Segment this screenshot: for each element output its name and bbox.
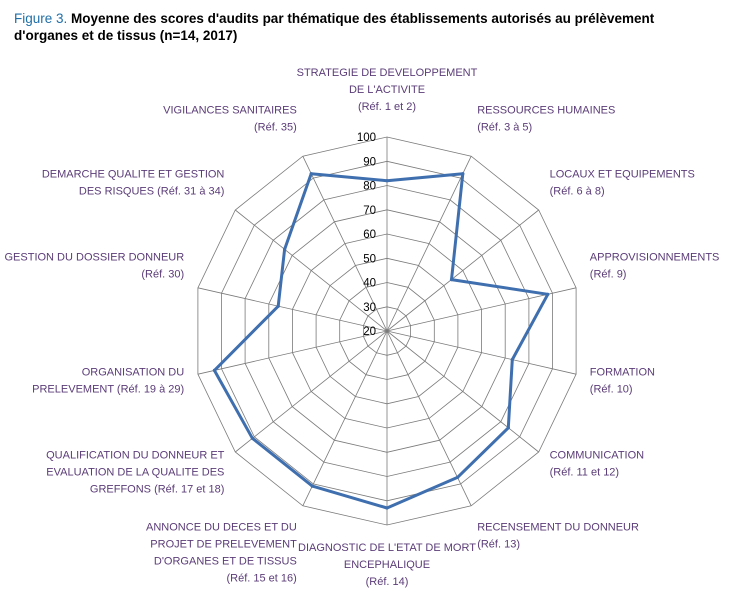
axis-label-0-line-0: STRATEGIE DE DEVELOPPEMENT: [297, 67, 478, 79]
axis-label-9-line-2: GREFFONS (Réf. 17 et 18): [90, 484, 224, 496]
data-point-8: [310, 484, 314, 488]
axis-label-6-line-0: RECENSEMENT DU DONNEUR: [477, 521, 639, 533]
spoke-10: [197, 330, 388, 375]
axis-label-2-line-0: LOCAUX ET EQUIPEMENTS: [550, 168, 695, 180]
data-point-1: [461, 172, 465, 176]
axis-label-11-line-1: (Réf. 30): [141, 269, 184, 281]
axis-label-8-line-0: ANNONCE DU DECES ET DU: [146, 521, 297, 533]
spoke-6: [386, 330, 472, 506]
series-line-0: [212, 172, 550, 510]
data-point-13: [309, 172, 313, 176]
axis-label-0-line-2: (Réf. 1 et 2): [358, 101, 416, 113]
data-point-5: [506, 426, 510, 430]
axis-label-5-line-1: (Réf. 11 et 12): [550, 467, 620, 479]
axis-label-3: APPROVISIONNEMENTS (Réf. 9): [590, 252, 720, 281]
axis-label-10-line-1: PRELEVEMENT (Réf. 19 à 29): [32, 383, 184, 395]
figure-label: Figure 3.: [14, 11, 68, 26]
axis-label-7: DIAGNOSTIC DE L'ETAT DE MORT ENCEPHALIQUE…: [298, 542, 476, 588]
axis-label-7-line-1: ENCEPHALIQUE: [344, 559, 430, 571]
data-point-10: [212, 368, 216, 372]
axis-label-6-line-1: (Réf. 13): [477, 538, 520, 550]
figure-title-text: Moyenne des scores d'audits par thématiq…: [14, 11, 655, 43]
axis-label-8-line-1: PROJET DE PRELEVEMENT: [150, 538, 297, 550]
axis-label-2: LOCAUX ET EQUIPEMENTS (Réf. 6 à 8): [550, 168, 695, 197]
tick-label-60: 60: [363, 229, 376, 241]
data-point-9: [250, 436, 254, 440]
axis-label-8-line-2: D'ORGANES ET DE TISSUS: [154, 555, 297, 567]
axis-label-8-line-3: (Réf. 15 et 16): [226, 572, 296, 584]
data-point-2: [449, 278, 454, 282]
radar-series: [212, 172, 550, 510]
spoke-4: [386, 330, 577, 375]
data-point-4: [510, 358, 514, 362]
axis-label-4-line-0: FORMATION: [590, 366, 655, 378]
axis-label-0: STRATEGIE DE DEVELOPPEMENT DE L'ACTIVITE (…: [297, 67, 478, 113]
spoke-5: [386, 330, 539, 453]
axis-label-7-line-2: (Réf. 14): [366, 576, 409, 588]
spoke-8: [302, 330, 388, 506]
axis-label-9-line-1: EVALUATION DE LA QUALITE DES: [46, 467, 224, 479]
axis-label-4: FORMATION (Réf. 10): [590, 366, 655, 395]
axis-label-0-line-1: DE L'ACTIVITE: [349, 84, 425, 96]
axis-label-9: QUALIFICATION DU DONNEUR ET EVALUATION DE…: [46, 450, 225, 496]
axis-label-5: COMMUNICATION (Réf. 11 et 12): [550, 450, 645, 479]
axis-label-1: RESSOURCES HUMAINES (Réf. 3 à 5): [477, 105, 615, 134]
axis-label-13: VIGILANCES SANITAIRES (Réf. 35): [163, 105, 297, 134]
spoke-11: [197, 287, 388, 332]
tick-label-70: 70: [363, 205, 376, 217]
spoke-9: [235, 330, 388, 453]
axis-label-13-line-1: (Réf. 35): [254, 122, 297, 134]
data-point-7: [385, 506, 389, 510]
axis-labels: STRATEGIE DE DEVELOPPEMENT DE L'ACTIVITE (…: [5, 67, 720, 588]
tick-label-80: 80: [363, 181, 376, 193]
axis-label-1-line-1: (Réf. 3 à 5): [477, 122, 532, 134]
radar-grid: [197, 136, 577, 526]
axis-label-12: DEMARCHE QUALITE ET GESTION DES RISQUES (…: [42, 168, 225, 197]
axis-label-3-line-1: (Réf. 9): [590, 269, 627, 281]
axis-label-13-line-0: VIGILANCES SANITAIRES: [163, 105, 297, 117]
data-point-3: [546, 292, 550, 296]
axis-label-9-line-0: QUALIFICATION DU DONNEUR ET: [46, 450, 225, 462]
tick-label-50: 50: [363, 253, 376, 265]
data-point-11: [276, 304, 280, 308]
radial-ticks: 20 30 40 50 60 70 80 90 100: [357, 132, 376, 338]
data-point-12: [283, 247, 287, 251]
chart-title: Figure 3. Moyenne des scores d'audits pa…: [14, 10, 714, 44]
spoke-2: [386, 209, 539, 332]
spoke-13: [302, 156, 388, 332]
axis-label-12-line-0: DEMARCHE QUALITE ET GESTION: [42, 168, 225, 180]
axis-label-6: RECENSEMENT DU DONNEUR (Réf. 13): [477, 521, 639, 550]
tick-label-40: 40: [363, 278, 376, 290]
axis-label-3-line-0: APPROVISIONNEMENTS: [590, 252, 720, 264]
axis-label-4-line-1: (Réf. 10): [590, 383, 633, 395]
axis-label-10: ORGANISATION DU PRELEVEMENT (Réf. 19 à 29…: [32, 366, 184, 395]
axis-label-12-line-1: DES RISQUES (Réf. 31 à 34): [79, 185, 225, 197]
tick-label-100: 100: [357, 132, 376, 144]
axis-label-5-line-0: COMMUNICATION: [550, 450, 645, 462]
axis-label-11-line-0: GESTION DU DOSSIER DONNEUR: [5, 252, 185, 264]
spoke-12: [235, 209, 388, 332]
tick-label-30: 30: [363, 302, 376, 314]
tick-label-20: 20: [363, 326, 376, 338]
axis-label-1-line-0: RESSOURCES HUMAINES: [477, 105, 615, 117]
axis-label-2-line-1: (Réf. 6 à 8): [550, 185, 605, 197]
spoke-1: [386, 156, 472, 332]
data-point-6: [455, 475, 460, 479]
axis-label-8: ANNONCE DU DECES ET DU PROJET DE PRELEVEM…: [146, 521, 297, 584]
axis-label-7-line-0: DIAGNOSTIC DE L'ETAT DE MORT: [298, 542, 476, 554]
data-point-0: [385, 179, 389, 183]
axis-label-10-line-0: ORGANISATION DU: [82, 366, 185, 378]
tick-label-90: 90: [363, 156, 376, 168]
axis-label-11: GESTION DU DOSSIER DONNEUR (Réf. 30): [5, 252, 185, 281]
